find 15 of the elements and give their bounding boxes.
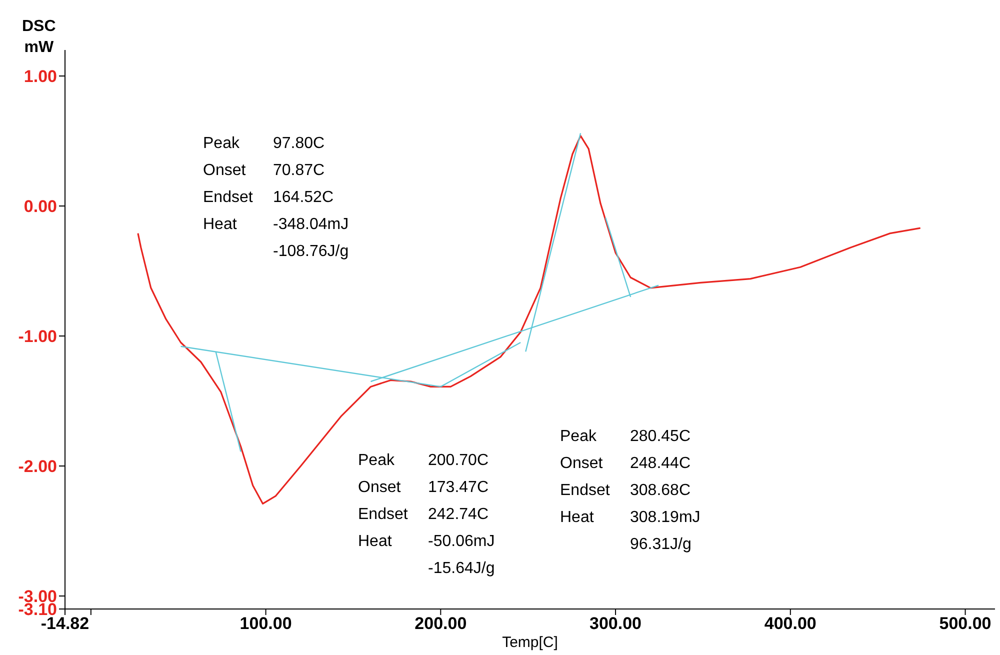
y-tick-label: 1.00 bbox=[24, 67, 57, 86]
x-tick-label: 400.00 bbox=[764, 614, 816, 634]
x-tick-label: 300.00 bbox=[590, 614, 642, 634]
x-axis-title: Temp[C] bbox=[502, 634, 558, 651]
y-tick-label: -1.00 bbox=[18, 327, 57, 346]
text: Peak 280.45C Onset 248.44C Endset 308.68C Heat 308.19mJ 96.31J/g bbox=[560, 428, 700, 553]
text: Peak 97.80C Onset 70.87C Endset 164.52C Heat -348.04mJ -108.76J/g bbox=[203, 135, 349, 260]
x-tick-label: 100.00 bbox=[240, 614, 292, 634]
text: Peak 200.70C Onset 173.47C Endset 242.74C Heat -50.06mJ -15.64J/g bbox=[358, 452, 495, 577]
x-tick-label: 500.00 bbox=[939, 614, 992, 634]
x-tick-label: -14.82 bbox=[40, 614, 90, 634]
y-tick-label: -2.00 bbox=[18, 457, 57, 476]
x-tick-label: 200.00 bbox=[414, 614, 467, 634]
y-axis-title: DSC mW bbox=[22, 17, 56, 58]
y-tick-label: 0.00 bbox=[24, 197, 57, 216]
